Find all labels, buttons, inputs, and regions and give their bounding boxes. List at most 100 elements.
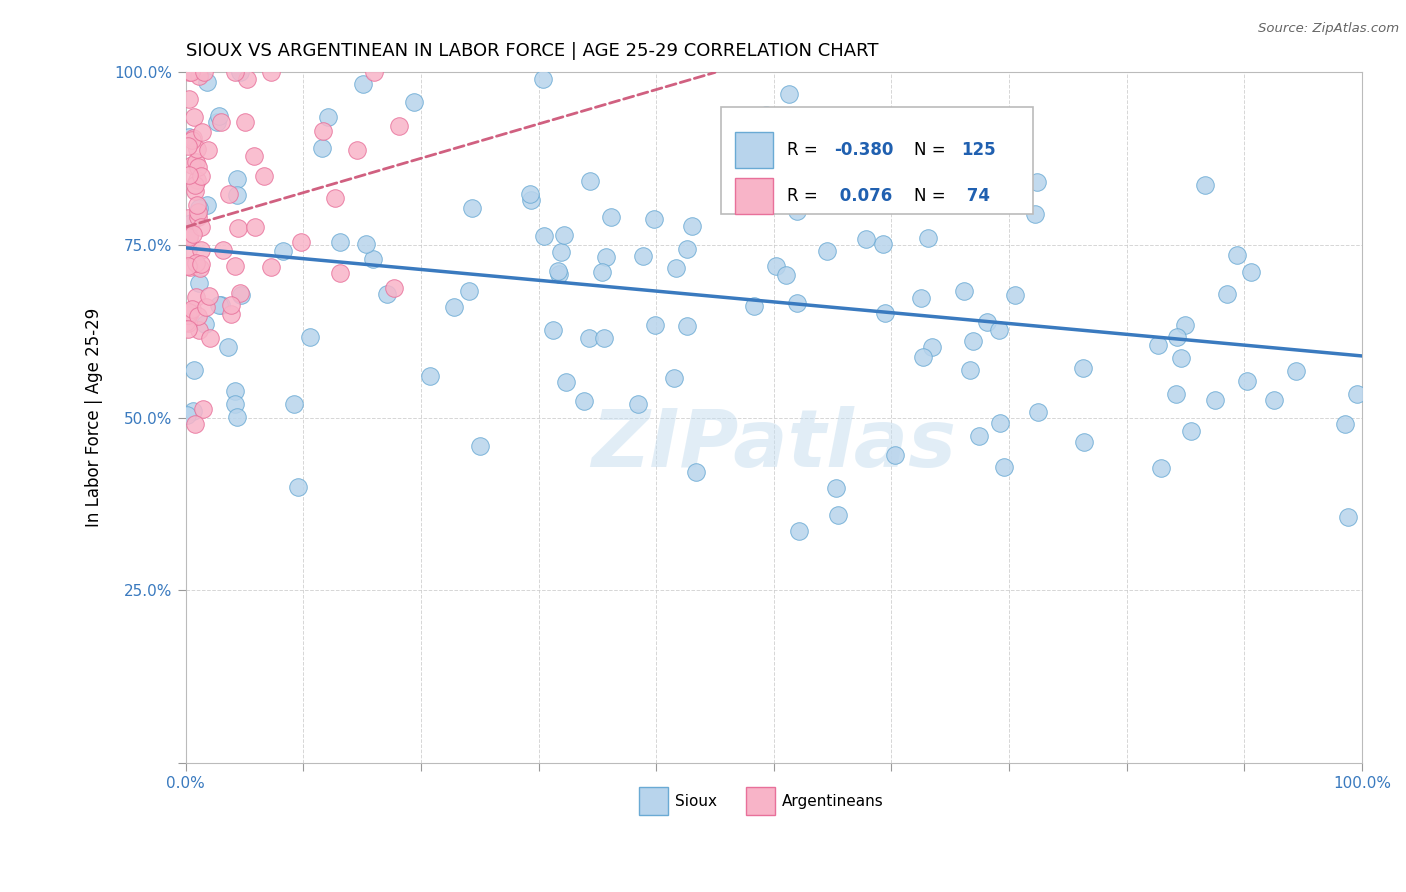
Point	[993, 460, 1015, 475]
Point	[177, 243, 200, 257]
Point	[191, 402, 214, 417]
Point	[197, 144, 219, 158]
Point	[419, 368, 441, 383]
Point	[179, 260, 201, 275]
Point	[226, 410, 249, 425]
Point	[224, 259, 246, 273]
Point	[273, 244, 295, 259]
Point	[547, 264, 569, 278]
Point	[572, 394, 595, 409]
Point	[1174, 318, 1197, 333]
Text: N =: N =	[914, 141, 950, 159]
Point	[461, 201, 484, 215]
Point	[207, 115, 229, 129]
Point	[235, 72, 257, 87]
Point	[177, 316, 200, 330]
Point	[187, 309, 209, 323]
Point	[219, 307, 242, 321]
Point	[824, 193, 846, 207]
Point	[765, 259, 787, 273]
Point	[217, 339, 239, 353]
Point	[533, 229, 555, 244]
Point	[815, 244, 838, 259]
FancyBboxPatch shape	[745, 788, 775, 815]
Point	[181, 131, 204, 145]
Point	[855, 232, 877, 246]
Point	[225, 188, 247, 202]
Point	[578, 174, 600, 188]
Point	[191, 125, 214, 139]
Point	[316, 111, 339, 125]
Point	[363, 65, 385, 79]
Point	[195, 198, 218, 212]
Point	[665, 260, 688, 275]
Point	[627, 397, 650, 411]
Point	[229, 65, 252, 79]
Point	[253, 169, 276, 183]
Point	[226, 171, 249, 186]
Point	[863, 110, 886, 124]
Point	[458, 285, 481, 299]
Point	[177, 229, 200, 244]
Point	[848, 152, 870, 166]
Point	[1170, 351, 1192, 365]
Point	[578, 331, 600, 345]
Point	[208, 109, 231, 123]
Point	[187, 204, 209, 219]
Point	[226, 221, 249, 235]
Point	[312, 124, 335, 138]
Point	[547, 268, 569, 282]
Point	[591, 265, 613, 279]
Point	[224, 384, 246, 398]
Point	[188, 70, 211, 84]
Point	[520, 193, 543, 207]
Text: 0.076: 0.076	[834, 186, 891, 205]
Point	[593, 331, 616, 345]
Point	[470, 439, 492, 453]
Point	[354, 236, 377, 251]
Point	[329, 235, 352, 250]
Text: N =: N =	[914, 186, 950, 205]
Point	[786, 295, 808, 310]
Point	[969, 429, 991, 443]
Point	[388, 120, 411, 134]
Point	[554, 375, 576, 389]
Point	[188, 260, 211, 275]
Point	[181, 227, 204, 242]
Point	[177, 308, 200, 322]
Point	[631, 249, 654, 263]
Point	[912, 351, 935, 365]
Point	[988, 323, 1011, 337]
Point	[884, 449, 907, 463]
Text: SIOUX VS ARGENTINEAN IN LABOR FORCE | AGE 25-29 CORRELATION CHART: SIOUX VS ARGENTINEAN IN LABOR FORCE | AG…	[186, 42, 879, 60]
Point	[177, 129, 200, 144]
Point	[187, 161, 209, 175]
Point	[181, 158, 204, 172]
Point	[962, 334, 984, 348]
Point	[550, 244, 572, 259]
Point	[184, 256, 207, 270]
Point	[1240, 265, 1263, 279]
Point	[1025, 175, 1047, 189]
Point	[177, 211, 200, 225]
Point	[176, 260, 198, 274]
Point	[219, 298, 242, 312]
Point	[872, 236, 894, 251]
Point	[1164, 387, 1187, 401]
Point	[830, 190, 852, 204]
Text: 74: 74	[960, 186, 990, 205]
Point	[181, 133, 204, 147]
Point	[910, 291, 932, 305]
Point	[643, 211, 665, 226]
Point	[190, 219, 212, 234]
Point	[177, 322, 200, 336]
Point	[198, 289, 221, 303]
Point	[662, 371, 685, 385]
Point	[1146, 338, 1168, 352]
Point	[1166, 330, 1188, 344]
Point	[180, 216, 202, 230]
Point	[541, 323, 564, 337]
Point	[218, 187, 240, 202]
Point	[1334, 417, 1357, 431]
FancyBboxPatch shape	[735, 132, 773, 168]
